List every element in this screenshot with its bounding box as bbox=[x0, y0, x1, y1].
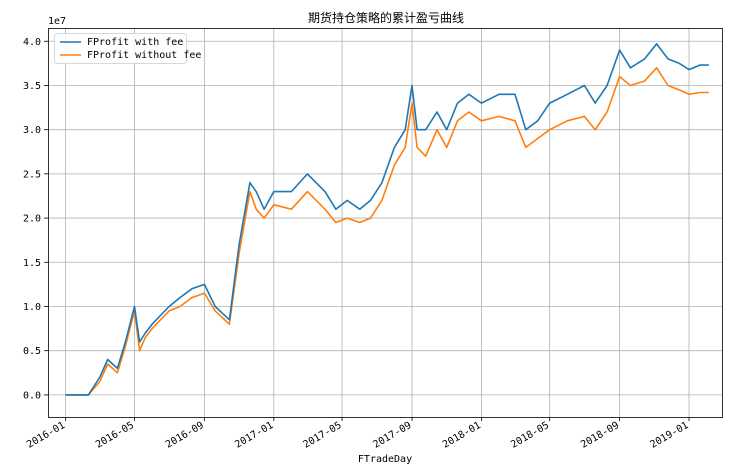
legend-label-with-fee: FProfit with fee bbox=[87, 37, 183, 48]
y-tick-label: 1.5 bbox=[23, 258, 41, 269]
legend: FProfit with fee FProfit without fee bbox=[54, 33, 201, 64]
y-tick-label: 1.0 bbox=[23, 302, 41, 313]
y-tick-label: 3.5 bbox=[23, 81, 41, 92]
series-line-with-fee bbox=[65, 43, 709, 396]
y-tick-label: 2.5 bbox=[23, 169, 41, 180]
x-axis: 2016-01 2016-05 2016-09 2017-01 2017-05 2017-… bbox=[25, 417, 691, 451]
grid-lines bbox=[48, 28, 722, 417]
x-tick-label: 2018-05 bbox=[509, 420, 551, 451]
y-offset-label: 1e7 bbox=[48, 16, 66, 27]
x-tick-label: 2018-09 bbox=[579, 420, 621, 451]
y-tick-label: 0.0 bbox=[23, 390, 41, 401]
plot-frame bbox=[48, 28, 723, 418]
x-tick-label: 2016-05 bbox=[94, 420, 136, 451]
x-tick-label: 2017-09 bbox=[372, 420, 414, 451]
x-tick-label: 2016-09 bbox=[164, 420, 206, 451]
x-tick-label: 2017-01 bbox=[233, 420, 275, 451]
legend-label-without-fee: FProfit without fee bbox=[87, 50, 201, 61]
series-line-without-fee bbox=[65, 67, 709, 396]
x-tick-label: 2018-01 bbox=[441, 420, 483, 451]
y-axis: 0.0 0.5 1.0 1.5 2.0 2.5 3.0 3.5 4.0 bbox=[23, 37, 48, 401]
x-tick-label: 2016-01 bbox=[25, 420, 67, 451]
y-tick-label: 0.5 bbox=[23, 346, 41, 357]
y-tick-label: 4.0 bbox=[23, 37, 41, 48]
y-tick-label: 2.0 bbox=[23, 214, 41, 225]
y-tick-label: 3.0 bbox=[23, 125, 41, 136]
x-tick-label: 2017-05 bbox=[302, 420, 344, 451]
x-tick-label: 2019-01 bbox=[649, 420, 691, 451]
x-axis-label: FTradeDay bbox=[358, 454, 412, 465]
series-layer bbox=[65, 43, 709, 396]
chart-title: 期货持仓策略的累计盈亏曲线 bbox=[308, 10, 464, 25]
legend-box bbox=[54, 33, 187, 64]
